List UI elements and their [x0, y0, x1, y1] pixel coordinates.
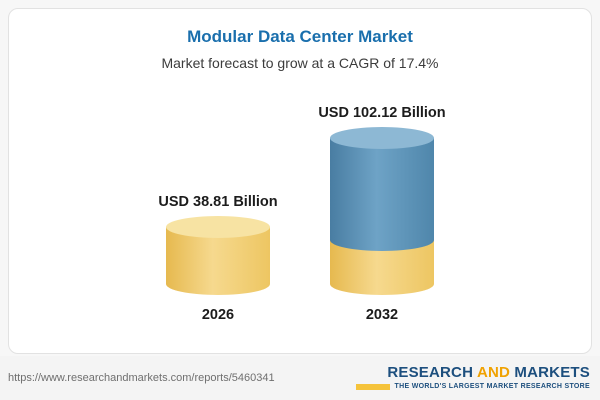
chart-subtitle: Market forecast to grow at a CAGR of 17.…	[161, 55, 439, 71]
bar-2032-top-ellipse	[330, 127, 434, 149]
bar-group-2026: USD 38.81 Billion 2026	[136, 194, 300, 323]
value-label-2032: USD 102.12 Billion	[318, 105, 446, 121]
chart-title: Modular Data Center Market	[187, 27, 413, 46]
bar-2026-top-ellipse	[166, 216, 270, 238]
logo-word-and: AND	[476, 363, 511, 381]
bar-2026-body	[166, 216, 270, 295]
bar-2032-blue-segment	[330, 127, 434, 251]
cylinder-bar-2026	[166, 216, 270, 295]
bar-group-2032: USD 102.12 Billion 2032	[300, 105, 464, 323]
logo-wordmark: RESEARCH AND MARKETS	[356, 363, 590, 382]
category-label-2032: 2032	[365, 307, 399, 323]
report-url-link[interactable]: https://www.researchandmarkets.com/repor…	[8, 372, 275, 384]
chart-plot-area: USD 38.81 Billion 2026 USD 102.12 Billio…	[9, 75, 591, 323]
cylinder-bar-2032	[330, 127, 434, 295]
logo-word-research: RESEARCH	[387, 363, 474, 381]
category-label-2026: 2026	[201, 307, 235, 323]
logo-tagline-row: THE WORLD'S LARGEST MARKET RESEARCH STOR…	[355, 383, 590, 391]
research-and-markets-logo[interactable]: RESEARCH AND MARKETS THE WORLD'S LARGEST…	[355, 363, 590, 391]
value-label-2026: USD 38.81 Billion	[158, 194, 278, 210]
chart-card: Modular Data Center Market Market foreca…	[8, 8, 592, 354]
logo-tagline-gold-bar	[355, 384, 390, 391]
logo-tagline: THE WORLD'S LARGEST MARKET RESEARCH STOR…	[394, 383, 590, 391]
footer-bar: https://www.researchandmarkets.com/repor…	[0, 356, 600, 400]
logo-word-markets: MARKETS	[514, 363, 590, 381]
